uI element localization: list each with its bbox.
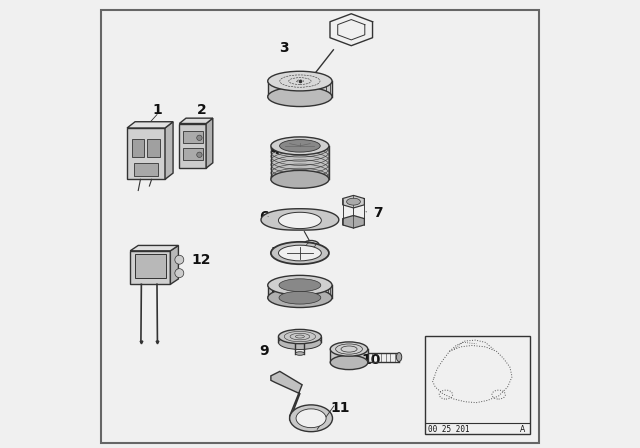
Bar: [147, 139, 159, 157]
Polygon shape: [268, 81, 332, 97]
Bar: [134, 163, 158, 176]
Ellipse shape: [279, 291, 321, 304]
Ellipse shape: [290, 405, 333, 432]
Polygon shape: [268, 285, 332, 297]
Polygon shape: [278, 212, 321, 228]
Circle shape: [196, 152, 202, 157]
Ellipse shape: [296, 409, 326, 428]
Ellipse shape: [268, 276, 332, 295]
Ellipse shape: [268, 71, 332, 91]
Polygon shape: [179, 118, 213, 124]
Polygon shape: [206, 118, 213, 168]
Bar: [130, 251, 170, 284]
Bar: [134, 254, 166, 278]
Bar: [132, 139, 144, 157]
Text: 2: 2: [196, 103, 207, 117]
Text: 9: 9: [259, 344, 269, 358]
Polygon shape: [271, 371, 302, 421]
Polygon shape: [330, 349, 368, 362]
Ellipse shape: [347, 198, 360, 205]
Text: 00 25 201: 00 25 201: [428, 425, 470, 434]
Bar: [183, 131, 202, 143]
Ellipse shape: [271, 242, 329, 264]
Circle shape: [175, 269, 184, 278]
Ellipse shape: [330, 342, 368, 356]
Ellipse shape: [280, 140, 320, 152]
Polygon shape: [342, 215, 364, 228]
Ellipse shape: [278, 329, 321, 344]
Ellipse shape: [330, 355, 368, 370]
Polygon shape: [271, 146, 329, 179]
Polygon shape: [130, 246, 179, 251]
Ellipse shape: [396, 353, 402, 362]
Polygon shape: [165, 122, 173, 179]
Ellipse shape: [268, 87, 332, 107]
Ellipse shape: [268, 288, 332, 307]
Bar: [183, 148, 202, 160]
Polygon shape: [170, 246, 179, 284]
Text: 1: 1: [152, 103, 162, 117]
Text: 5: 5: [271, 246, 280, 260]
Circle shape: [175, 255, 184, 264]
Text: 8: 8: [271, 289, 280, 302]
Text: 4: 4: [271, 143, 280, 157]
Polygon shape: [261, 209, 339, 230]
Bar: [127, 128, 165, 179]
Ellipse shape: [279, 279, 321, 292]
Circle shape: [196, 135, 202, 141]
Text: 3: 3: [280, 41, 289, 55]
Bar: [179, 124, 206, 168]
Text: 11: 11: [330, 401, 350, 415]
Ellipse shape: [278, 245, 321, 261]
Bar: [425, 336, 530, 434]
Ellipse shape: [271, 137, 329, 155]
Text: 6: 6: [259, 210, 269, 224]
Polygon shape: [127, 122, 173, 128]
Ellipse shape: [278, 335, 321, 349]
Ellipse shape: [271, 170, 329, 188]
Text: 12: 12: [192, 253, 211, 267]
Text: 10: 10: [362, 353, 381, 367]
Polygon shape: [342, 195, 364, 208]
Ellipse shape: [296, 352, 305, 355]
Text: 7: 7: [373, 206, 383, 220]
Text: A: A: [520, 425, 525, 434]
